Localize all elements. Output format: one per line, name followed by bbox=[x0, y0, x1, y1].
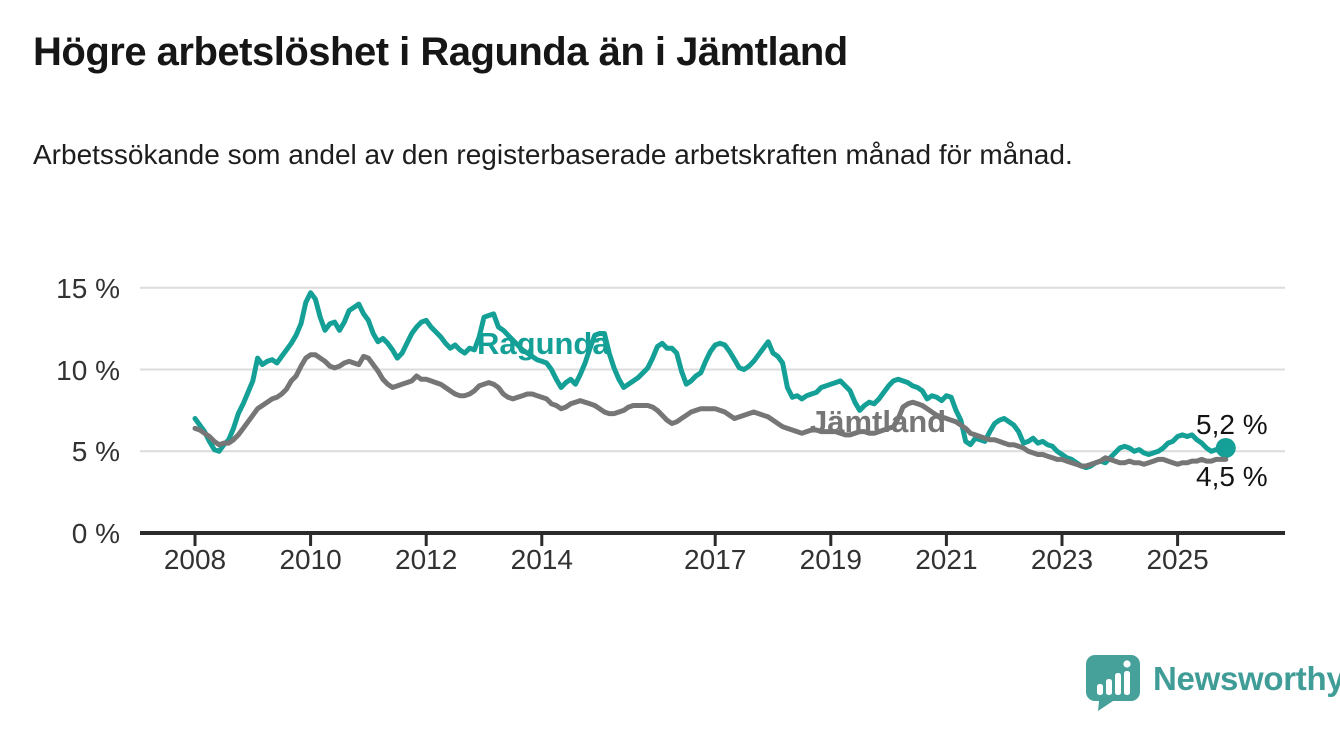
series-line-jämtland bbox=[192, 352, 1229, 469]
x-tick-label: 2019 bbox=[799, 544, 862, 575]
x-tick-label: 2012 bbox=[395, 544, 458, 575]
y-tick-label: 5 % bbox=[71, 436, 120, 468]
series-line-ragunda bbox=[192, 290, 1229, 471]
end-value-label-jamtland: 4,5 % bbox=[1196, 461, 1268, 492]
x-tick-label: 2008 bbox=[163, 544, 227, 575]
newsworthy-logo: Newsworthy bbox=[1085, 654, 1340, 712]
end-value-label-ragunda: 5,2 % bbox=[1196, 409, 1268, 440]
x-tick-label: 2017 bbox=[684, 544, 747, 575]
x-tick-label: 2010 bbox=[279, 544, 342, 575]
y-tick-label: 0 % bbox=[71, 518, 120, 549]
chart-subtitle: Arbetssökande som andel av den registerb… bbox=[33, 139, 1073, 170]
y-tick-label: 10 % bbox=[56, 354, 120, 386]
series-label-ragunda: Ragunda bbox=[477, 326, 610, 361]
newsworthy-logo-text: Newsworthy bbox=[1153, 660, 1340, 697]
latest-point-dot bbox=[1215, 437, 1236, 458]
x-tick-label: 2014 bbox=[510, 544, 573, 575]
x-tick-label: 2025 bbox=[1146, 544, 1209, 575]
page-title: Högre arbetslöshet i Ragunda än i Jämtla… bbox=[33, 30, 848, 74]
y-tick-label: 15 % bbox=[56, 272, 120, 304]
x-tick-label: 2023 bbox=[1030, 544, 1094, 575]
x-tick-label: 2021 bbox=[915, 544, 978, 575]
series-label-jamtland: Jämtland bbox=[810, 404, 947, 439]
newsworthy-logo-icon bbox=[1086, 655, 1140, 711]
